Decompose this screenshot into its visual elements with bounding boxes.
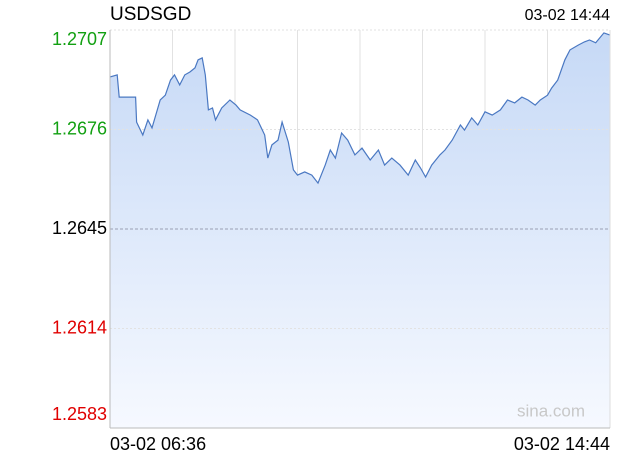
y-tick-label: 1.2676 [52,118,107,138]
latest-time: 03-02 14:44 [525,7,611,24]
y-tick-label: 1.2645 [52,218,107,238]
price-line [109,32,611,185]
area [110,32,610,429]
y-tick-label: 1.2707 [52,29,107,49]
x-tick-label: 03-02 06:36 [110,434,206,454]
watermark: sina.com [517,401,585,420]
chart-title: USDSGD [110,4,191,25]
y-tick-label: 1.2583 [52,404,107,424]
x-tick-label: 03-02 14:44 [514,434,610,454]
y-tick-label: 1.2614 [52,317,107,337]
